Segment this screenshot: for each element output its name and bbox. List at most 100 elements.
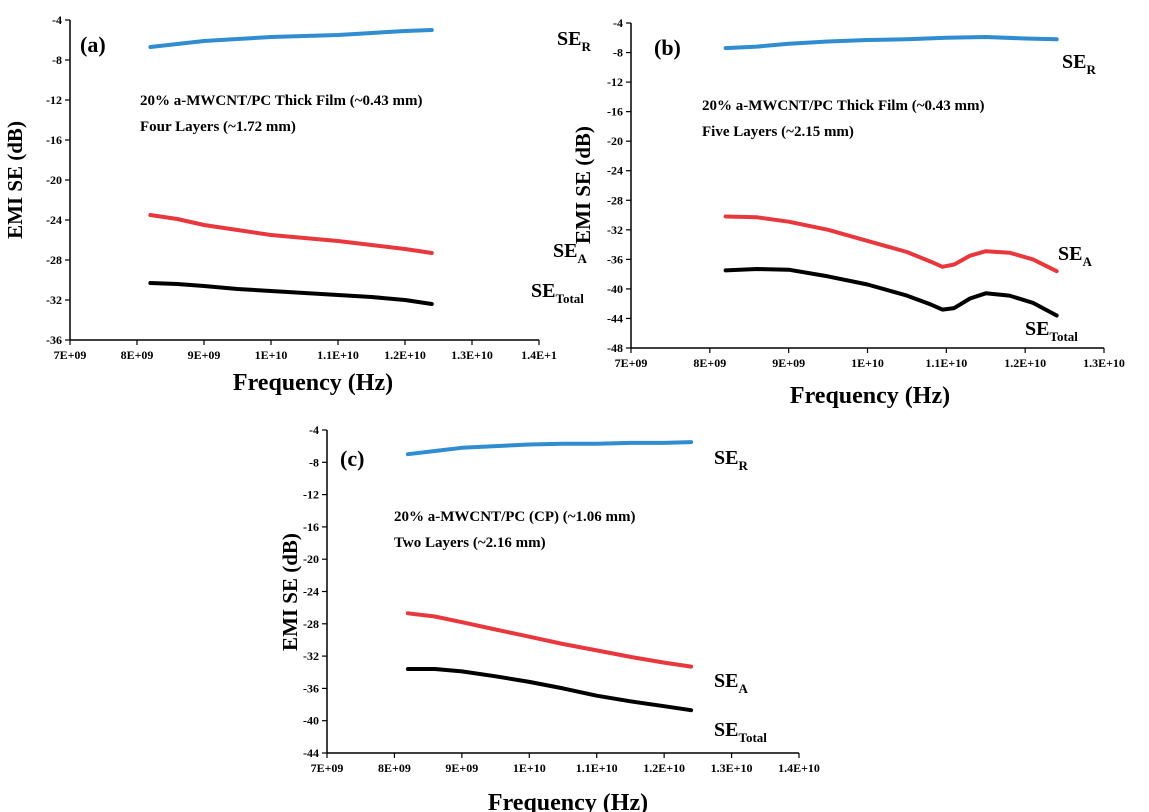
series-label-main: SE	[714, 447, 738, 469]
y-tick-label: -28	[303, 617, 319, 631]
y-tick-label: -40	[607, 282, 623, 296]
annotation-sample: 20% a-MWCNT/PC Thick Film (~0.43 mm)	[702, 98, 985, 114]
series-label-main: SE	[1025, 318, 1049, 340]
y-tick-label: -32	[46, 293, 62, 307]
x-tick-label: 8E+09	[121, 348, 154, 362]
series-line-se-a	[405, 611, 694, 669]
series-label-main: SE	[553, 240, 577, 262]
y-tick-label: -8	[613, 46, 623, 60]
series-label-main: SE	[531, 280, 555, 302]
series-label-subscript: R	[581, 39, 591, 54]
x-tick-label: 1.3E+10	[451, 348, 493, 362]
y-tick-label: -40	[303, 714, 319, 728]
x-tick-label: 7E+09	[311, 761, 344, 775]
y-tick-label: -20	[607, 134, 623, 148]
series-label-main: SE	[1062, 51, 1086, 73]
x-tick-label: 7E+09	[54, 348, 87, 362]
annotation-sample: 20% a-MWCNT/PC Thick Film (~0.43 mm)	[140, 93, 423, 109]
y-tick-label: -32	[303, 649, 319, 663]
y-tick-label: -16	[607, 105, 623, 119]
series-label-subscript: R	[1086, 62, 1096, 77]
x-axis-title: Frequency (Hz)	[790, 383, 950, 409]
series-label-se-r: SER	[1062, 51, 1096, 77]
series-label-subscript: Total	[555, 291, 584, 306]
series-label-subscript: A	[577, 251, 587, 266]
y-tick-label: -12	[46, 93, 62, 107]
x-tick-label: 1.3E+10	[1083, 356, 1125, 370]
series-label-se-r: SER	[557, 28, 591, 54]
series-label-se-a: SEA	[1058, 243, 1092, 269]
series-label-subscript: Total	[1049, 329, 1078, 344]
panel-label: (b)	[654, 35, 681, 60]
series-label-main: SE	[714, 719, 738, 741]
series-label-main: SE	[1058, 243, 1082, 265]
annotation-sample: 20% a-MWCNT/PC (CP) (~1.06 mm)	[394, 509, 636, 525]
y-tick-label: -8	[52, 53, 62, 67]
x-tick-label: 1.1E+10	[925, 356, 967, 370]
series-label-se-total: SETotal	[531, 280, 584, 306]
series-line-se-r	[405, 440, 694, 457]
annotation-layers: Five Layers (~2.15 mm)	[702, 124, 854, 140]
annotation-layers: Two Layers (~2.16 mm)	[394, 535, 546, 551]
y-tick-label: -16	[46, 133, 62, 147]
x-tick-label: 1E+10	[851, 356, 884, 370]
x-tick-label: 1.1E+10	[576, 761, 618, 775]
y-tick-label: -16	[303, 520, 319, 534]
y-tick-label: -4	[309, 423, 319, 437]
x-tick-label: 1.4E+1	[521, 348, 557, 362]
series-label-subscript: R	[738, 458, 748, 473]
annotation-layers: Four Layers (~1.72 mm)	[140, 119, 296, 135]
series-label-se-total: SETotal	[714, 719, 767, 745]
series-line-se-total	[148, 281, 434, 306]
panel-label: (a)	[80, 32, 106, 57]
x-tick-label: 1.3E+10	[711, 761, 753, 775]
x-axis-title: Frequency (Hz)	[488, 790, 648, 812]
series-label-se-r: SER	[714, 447, 748, 473]
series-label-main: SE	[557, 28, 581, 50]
x-tick-label: 9E+09	[445, 761, 478, 775]
y-tick-label: -4	[613, 16, 623, 30]
series-label-main: SE	[714, 670, 738, 692]
x-tick-label: 7E+09	[615, 356, 648, 370]
y-tick-label: -36	[607, 252, 623, 266]
y-tick-label: -36	[303, 681, 319, 695]
series-line-se-total	[405, 667, 694, 713]
x-tick-label: 1E+10	[513, 761, 546, 775]
x-axis-title: Frequency (Hz)	[233, 370, 393, 396]
series-line-se-a	[723, 214, 1059, 274]
y-tick-label: -48	[607, 341, 623, 355]
x-tick-label: 9E+09	[188, 348, 221, 362]
panel-label: (c)	[340, 446, 364, 471]
y-tick-label: -20	[303, 552, 319, 566]
series-line-se-r	[723, 35, 1059, 51]
y-tick-label: -28	[607, 193, 623, 207]
x-tick-label: 1.2E+10	[384, 348, 426, 362]
x-tick-label: 1.1E+10	[317, 348, 359, 362]
y-tick-label: -12	[303, 488, 319, 502]
series-line-se-a	[148, 213, 434, 255]
x-tick-label: 1.4E+10	[778, 761, 820, 775]
y-tick-label: -28	[46, 253, 62, 267]
series-line-se-r	[148, 28, 434, 49]
y-tick-label: -44	[607, 311, 623, 325]
y-axis-title: EMI SE (dB)	[571, 126, 595, 244]
x-tick-label: 8E+09	[378, 761, 411, 775]
y-tick-label: -32	[607, 223, 623, 237]
x-tick-label: 1.2E+10	[643, 761, 685, 775]
series-label-subscript: A	[1082, 254, 1092, 269]
series-label-subscript: A	[738, 681, 748, 696]
series-label-se-a: SEA	[553, 240, 587, 266]
y-tick-label: -8	[309, 455, 319, 469]
series-label-se-a: SEA	[714, 670, 748, 696]
x-tick-label: 1E+10	[255, 348, 288, 362]
y-axis-title: EMI SE (dB)	[3, 121, 27, 239]
series-label-subscript: Total	[738, 730, 767, 745]
y-tick-label: -4	[52, 13, 62, 27]
y-tick-label: -24	[607, 164, 623, 178]
x-tick-label: 1.2E+10	[1004, 356, 1046, 370]
y-tick-label: -24	[46, 213, 62, 227]
